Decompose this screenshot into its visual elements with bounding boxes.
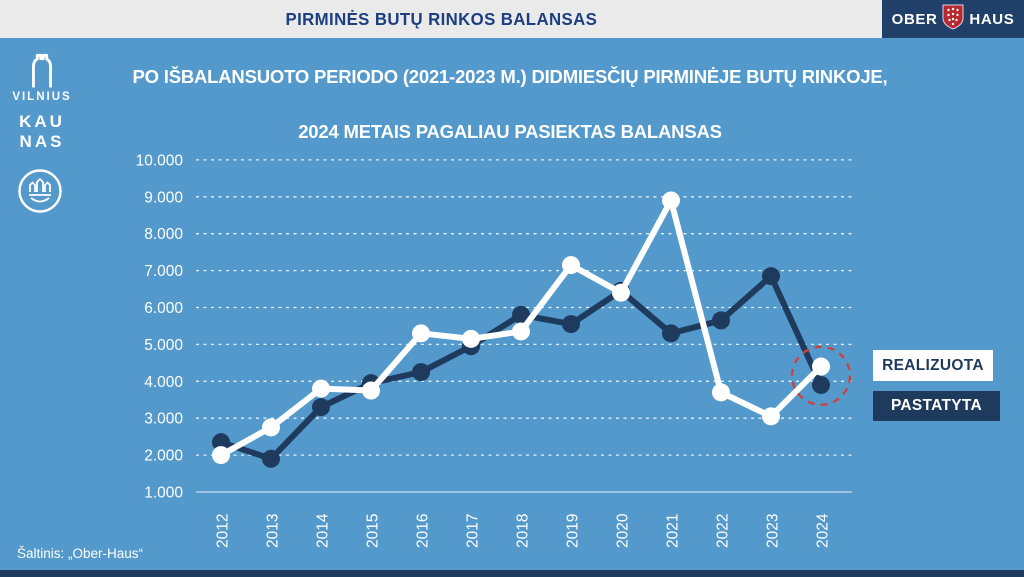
- page-title: PIRMINĖS BUTŲ RINKOS BALANSAS: [285, 8, 597, 29]
- data-point: [562, 315, 580, 334]
- oberhaus-logo-text-left: OBER: [891, 10, 938, 28]
- header-bar: PIRMINĖS BUTŲ RINKOS BALANSAS: [0, 0, 882, 38]
- data-point: [712, 383, 730, 402]
- x-tick-label: 2017: [465, 514, 482, 548]
- y-tick-label: 10.000: [136, 152, 184, 169]
- y-tick-label: 3.000: [144, 411, 183, 428]
- kaunas-logo-line2: NAS: [19, 132, 65, 151]
- x-tick-label: 2015: [365, 514, 382, 548]
- klaipeda-seal-icon: [17, 168, 63, 219]
- y-axis-labels: 1.000 2.000 3.000 4.000 5.000 6.000 7.000 8.000…: [136, 152, 184, 501]
- data-point: [762, 407, 780, 426]
- data-point: [812, 375, 830, 394]
- highlight-circle-annotation: [790, 345, 852, 406]
- data-point: [262, 449, 280, 468]
- x-tick-label: 2014: [315, 513, 332, 548]
- y-tick-label: 9.000: [144, 189, 183, 206]
- chart-title-line1: PO IŠBALANSUOTO PERIODO (2021-2023 M.) D…: [132, 66, 888, 87]
- data-point: [462, 329, 480, 348]
- x-tick-label: 2019: [565, 514, 582, 548]
- data-point: [812, 357, 830, 376]
- x-tick-label: 2016: [415, 514, 432, 548]
- x-tick-label: 2020: [615, 513, 632, 548]
- data-point: [612, 283, 630, 302]
- x-tick-label: 2018: [515, 514, 532, 548]
- source-note: Šaltinis: „Ober-Haus“: [17, 546, 144, 561]
- kaunas-logo: KAU NAS: [0, 112, 84, 152]
- series-realizuota: [212, 191, 830, 465]
- data-point: [412, 324, 430, 343]
- data-point: [412, 363, 430, 382]
- y-tick-label: 1.000: [144, 485, 183, 502]
- y-tick-label: 6.000: [144, 300, 183, 317]
- x-tick-label: 2012: [215, 514, 232, 548]
- data-point: [512, 322, 530, 341]
- chart-title: PO IŠBALANSUOTO PERIODO (2021-2023 M.) D…: [120, 66, 900, 143]
- series-pastatyta: [212, 267, 830, 468]
- data-point: [312, 398, 330, 417]
- x-tick-label: 2024: [815, 513, 832, 548]
- data-point: [212, 446, 230, 465]
- y-tick-label: 7.000: [144, 263, 183, 280]
- vilnius-castle-icon: [23, 52, 61, 95]
- vilnius-logo-label: VILNIUS: [12, 91, 72, 103]
- y-gridlines: [196, 159, 852, 493]
- legend-item-realizuota: REALIZUOTA: [873, 350, 993, 381]
- data-point: [712, 311, 730, 330]
- x-tick-label: 2021: [665, 514, 682, 548]
- x-axis-labels: 2012 2013 2014 2015 2016 2017 2018 2019 2020 2021…: [215, 513, 832, 548]
- data-point: [312, 379, 330, 398]
- data-point: [562, 256, 580, 275]
- oberhaus-shield-icon: [942, 4, 964, 35]
- oberhaus-logo-text-right: HAUS: [969, 10, 1015, 28]
- x-tick-label: 2023: [765, 514, 782, 548]
- chart-title-line2: 2024 METAIS PAGALIAU PASIEKTAS BALANSAS: [298, 121, 722, 142]
- data-point: [362, 381, 380, 400]
- data-point: [662, 324, 680, 343]
- footer-bar: [0, 570, 1024, 577]
- data-point: [662, 191, 680, 210]
- oberhaus-logo: OBER HAUS: [882, 0, 1024, 38]
- legend-item-pastatyta: PASTATYTA: [873, 391, 1000, 421]
- x-tick-label: 2013: [265, 514, 282, 548]
- data-point: [762, 267, 780, 286]
- y-tick-label: 2.000: [144, 448, 183, 465]
- data-point: [512, 305, 530, 324]
- kaunas-logo-line1: KAU: [19, 112, 65, 131]
- y-tick-label: 4.000: [144, 374, 183, 391]
- x-tick-label: 2022: [715, 514, 732, 548]
- y-tick-label: 5.000: [144, 337, 183, 354]
- data-point: [262, 418, 280, 437]
- y-tick-label: 8.000: [144, 226, 183, 243]
- data-point: [212, 433, 230, 452]
